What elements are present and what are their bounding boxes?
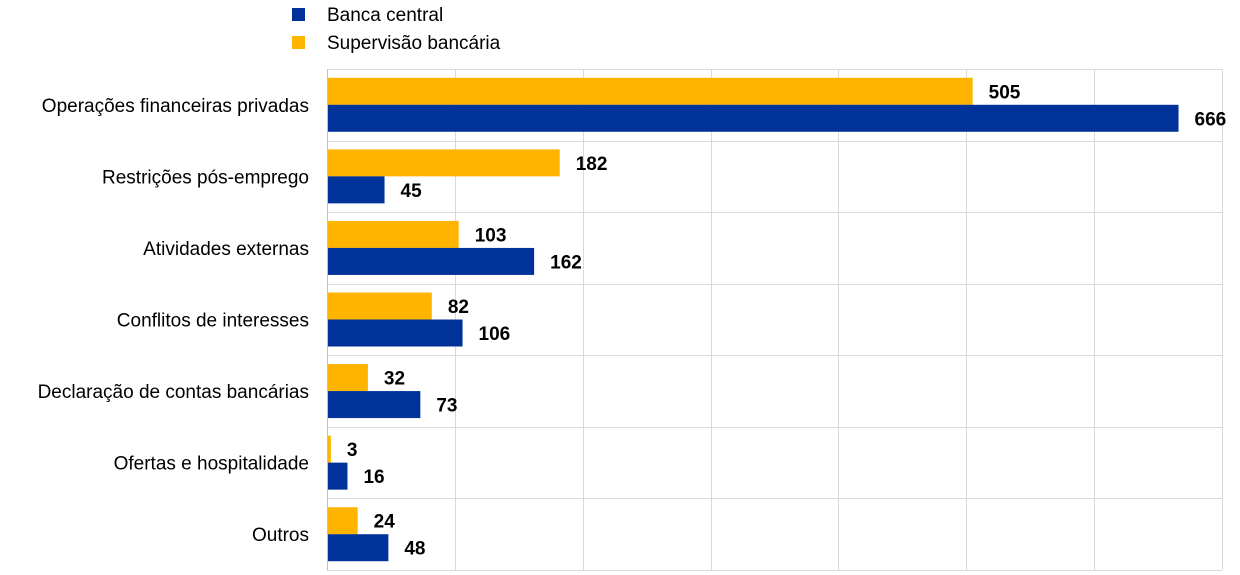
- bar-banca-central: [328, 534, 389, 562]
- bar-banca-central: [328, 247, 535, 275]
- category-label: Ofertas e hospitalidade: [114, 454, 309, 475]
- category-label: Restrições pós-emprego: [102, 167, 309, 188]
- legend-swatch: [292, 8, 305, 21]
- bar-supervisao-bancaria: [328, 292, 432, 320]
- category-label: Declaração de contas bancárias: [38, 382, 309, 403]
- legend: Banca central Supervisão bancária: [292, 5, 501, 54]
- legend-label: Banca central: [327, 5, 443, 26]
- legend-swatch: [292, 36, 305, 49]
- bar-supervisao-bancaria: [328, 507, 358, 535]
- data-label: 45: [401, 181, 423, 202]
- bar-banca-central: [328, 319, 463, 347]
- data-label: 32: [384, 369, 405, 390]
- bar-supervisao-bancaria: [328, 364, 368, 392]
- data-label: 666: [1195, 109, 1227, 130]
- data-label: 82: [448, 297, 469, 318]
- category-label: Conflitos de interesses: [117, 311, 309, 332]
- data-label: 106: [479, 324, 511, 345]
- data-label: 182: [576, 154, 608, 175]
- bar-supervisao-bancaria: [328, 435, 331, 463]
- bar-supervisao-bancaria: [328, 220, 459, 248]
- data-label: 162: [550, 252, 582, 273]
- category-label: Atividades externas: [143, 239, 309, 260]
- legend-label: Supervisão bancária: [327, 33, 501, 54]
- category-label: Operações financeiras privadas: [42, 96, 309, 117]
- bar-banca-central: [328, 176, 385, 204]
- data-label: 505: [989, 82, 1021, 103]
- category-label: Outros: [252, 525, 309, 546]
- gridlines: [327, 69, 1223, 571]
- bar-banca-central: [328, 391, 421, 419]
- bars: [328, 77, 1179, 562]
- data-label: 16: [363, 467, 384, 488]
- data-label: 24: [374, 512, 396, 533]
- data-labels: 505 666 182 45 103 162 82 106 32 73 316 24 48: [347, 82, 1226, 559]
- data-label: 73: [436, 396, 457, 417]
- bar-banca-central: [328, 104, 1179, 132]
- bar-supervisao-bancaria: [328, 77, 973, 105]
- category-labels: Operações financeiras privadas Restrições…: [38, 96, 309, 546]
- bar-banca-central: [328, 462, 348, 490]
- data-label: 103: [475, 225, 507, 246]
- bar-supervisao-bancaria: [328, 149, 560, 177]
- data-label: 3: [347, 440, 358, 461]
- data-label: 48: [404, 539, 425, 560]
